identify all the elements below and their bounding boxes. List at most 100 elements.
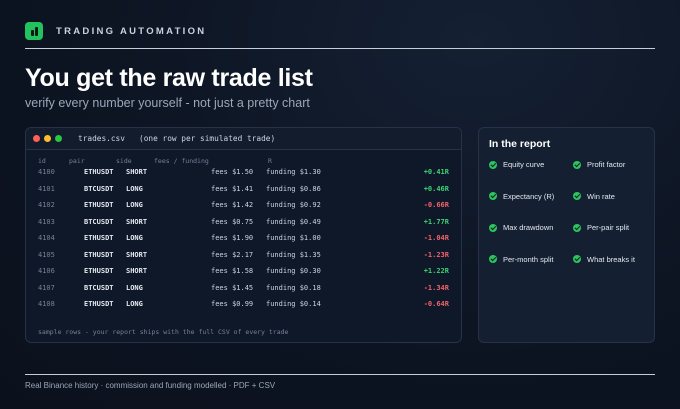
page-subtitle: verify every number yourself - not just … <box>25 96 310 110</box>
bar-chart-logo-icon <box>25 22 43 40</box>
trade-side: SHORT <box>126 168 148 176</box>
trade-fees: fees $1.41 <box>211 184 254 193</box>
trade-funding: funding $1.00 <box>266 234 321 242</box>
column-header-side: side <box>116 157 132 165</box>
trade-r-multiple: +1.77R <box>423 217 449 226</box>
trade-fees: fees $1.58 <box>211 267 254 275</box>
column-header-pair: pair <box>69 157 85 165</box>
trade-fees: fees $1.50 <box>211 168 254 176</box>
checkmark-icon <box>489 160 497 169</box>
minimize-window-icon[interactable] <box>44 135 51 142</box>
trades-terminal-window: trades.csv (one row per simulated trade)… <box>25 127 462 343</box>
checkmark-icon <box>489 223 497 232</box>
report-feature-label: Per-pair split <box>587 223 630 232</box>
trade-id: 4107 <box>38 283 55 292</box>
trade-funding: funding $0.92 <box>266 201 321 209</box>
column-header-id: id <box>38 157 46 165</box>
trade-id: 4104 <box>38 234 55 242</box>
footer-text: Real Binance history · commission and fu… <box>25 381 276 390</box>
trade-funding: funding $0.86 <box>266 184 321 193</box>
trade-row: 4106 ETHUSDT SHORT fees $1.58 funding $0.30 +… <box>26 263 461 280</box>
trade-r-multiple: -1.34R <box>423 283 449 292</box>
trade-r-multiple: -1.04R <box>423 234 449 242</box>
column-header-fees-funding: fees / funding <box>154 157 209 165</box>
trade-id: 4102 <box>38 201 55 209</box>
bottom-divider <box>25 374 655 375</box>
report-feature-label: Max drawdown <box>503 223 554 232</box>
trade-side: LONG <box>126 184 143 193</box>
checkmark-icon <box>573 192 581 200</box>
brand: TRADING AUTOMATION <box>25 22 206 40</box>
report-feature-label: Per-month split <box>503 254 554 264</box>
trade-pair: BTCUSDT <box>84 184 114 193</box>
trade-id: 4105 <box>38 250 55 259</box>
trade-r-multiple: -1.23R <box>423 250 449 259</box>
trade-fees: fees $2.17 <box>211 250 254 259</box>
checkmark-icon <box>573 160 581 169</box>
terminal-title: trades.csv (one row per simulated trade) <box>78 134 276 143</box>
terminal-footnote: sample rows - your report ships with the… <box>38 328 289 336</box>
report-feature-label: Equity curve <box>503 160 545 169</box>
report-feature: Equity curve <box>489 160 544 169</box>
trade-id: 4101 <box>38 184 55 193</box>
trade-fees: fees $0.75 <box>211 217 254 226</box>
trade-pair: ETHUSDT <box>84 168 114 176</box>
column-header-r: R <box>268 157 272 165</box>
trade-funding: funding $0.14 <box>266 300 321 308</box>
trade-fees: fees $1.45 <box>211 283 254 292</box>
page-title: You get the raw trade list <box>25 64 313 92</box>
trade-id: 4108 <box>38 300 55 308</box>
report-feature-label: Expectancy (R) <box>503 191 555 201</box>
terminal-title-bar: trades.csv (one row per simulated trade) <box>26 128 461 150</box>
trade-r-multiple: -0.64R <box>423 300 449 308</box>
trade-row: 4103 BTCUSDT SHORT fees $0.75 funding $0.49 +… <box>26 214 461 231</box>
trade-pair: ETHUSDT <box>84 250 114 259</box>
checkmark-icon <box>573 255 581 263</box>
report-panel: In the report Equity curve Profit factor E… <box>478 127 655 343</box>
report-feature: Profit factor <box>573 160 625 169</box>
trade-fees: fees $0.99 <box>211 300 254 308</box>
trade-funding: funding $0.49 <box>266 217 321 226</box>
trade-side: SHORT <box>126 267 148 275</box>
trade-r-multiple: +1.22R <box>423 267 449 275</box>
report-feature: Expectancy (R) <box>489 192 554 201</box>
trade-side: LONG <box>126 234 143 242</box>
trade-pair: ETHUSDT <box>84 234 114 242</box>
checkmark-icon <box>573 223 581 232</box>
trade-row: 4102 ETHUSDT LONG fees $1.42 funding $0.92 -0… <box>26 197 461 214</box>
trade-row: 4101 BTCUSDT LONG fees $1.41 funding $0.86 +0… <box>26 181 461 198</box>
trade-funding: funding $1.35 <box>266 250 321 259</box>
checkmark-icon <box>489 192 497 200</box>
trade-funding: funding $0.18 <box>266 283 321 292</box>
trade-pair: BTCUSDT <box>84 217 114 226</box>
checkmark-icon <box>489 255 497 263</box>
trade-pair: ETHUSDT <box>84 300 114 308</box>
trade-row: 4100 ETHUSDT SHORT fees $1.50 funding $1.30 +… <box>26 164 461 181</box>
trade-funding: funding $0.30 <box>266 267 321 275</box>
trade-side: LONG <box>126 300 143 308</box>
trade-id: 4103 <box>38 217 55 226</box>
trade-fees: fees $1.90 <box>211 234 254 242</box>
trade-pair: ETHUSDT <box>84 201 114 209</box>
trade-pair: ETHUSDT <box>84 267 114 275</box>
top-divider <box>25 48 655 49</box>
trade-side: LONG <box>126 283 143 292</box>
trade-row: 4107 BTCUSDT LONG fees $1.45 funding $0.18 -1… <box>26 280 461 297</box>
report-feature: Per-month split <box>489 255 553 264</box>
trade-side: LONG <box>126 201 143 209</box>
report-feature: Per-pair split <box>573 223 629 232</box>
maximize-window-icon[interactable] <box>55 135 62 142</box>
report-feature: Win rate <box>573 192 615 201</box>
trade-row: 4108 ETHUSDT LONG fees $0.99 funding $0.14 -0… <box>26 296 461 313</box>
trade-id: 4100 <box>38 168 55 176</box>
trade-id: 4106 <box>38 267 55 275</box>
trade-fees: fees $1.42 <box>211 201 254 209</box>
trade-row: 4104 ETHUSDT LONG fees $1.90 funding $1.00 -1… <box>26 230 461 247</box>
report-feature-label: Profit factor <box>587 160 626 169</box>
report-feature-label: Win rate <box>587 191 615 201</box>
close-window-icon[interactable] <box>33 135 40 142</box>
trade-pair: BTCUSDT <box>84 283 114 292</box>
trade-r-multiple: -0.66R <box>423 201 449 209</box>
trade-funding: funding $1.30 <box>266 168 321 176</box>
trade-r-multiple: +0.46R <box>423 184 449 193</box>
